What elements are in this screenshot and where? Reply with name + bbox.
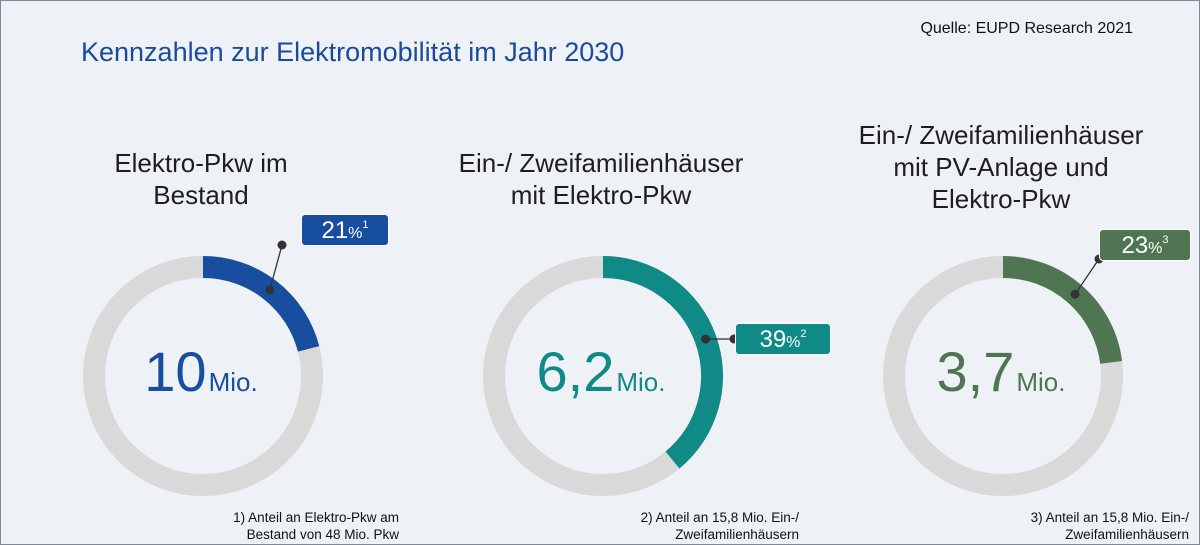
share-badge: 39% 2 <box>735 323 831 355</box>
badge-number: 39 <box>759 326 787 353</box>
page-title: Kennzahlen zur Elektromobilität im Jahr … <box>81 37 625 67</box>
center-number: 3,7 <box>936 340 1015 403</box>
footnote-line: 3) Anteil an 15,8 Mio. Ein-/ <box>1030 510 1189 525</box>
panel-title-line: mit PV-Anlage und <box>893 152 1109 182</box>
footnote: 3) Anteil an 15,8 Mio. Ein-/ Zweifamilie… <box>929 509 1189 543</box>
center-unit: Mio. <box>208 367 258 397</box>
footnote-line: Zweifamilienhäusern <box>1065 527 1189 542</box>
badge-percent-sign: % <box>348 225 363 242</box>
panel-title: Ein-/ Zweifamilienhäuser mit PV-Anlage u… <box>801 119 1199 215</box>
center-value: 10Mio. <box>1 339 401 404</box>
center-value: 3,7Mio. <box>801 339 1199 404</box>
badge-footnote-marker: 1 <box>362 219 369 231</box>
badge-percent-sign: % <box>786 334 801 351</box>
footnote: 2) Anteil an 15,8 Mio. Ein-/ Zweifamilie… <box>539 509 799 543</box>
share-badge: 21% 1 <box>301 214 389 246</box>
panel-title: Elektro-Pkw im Bestand <box>1 147 401 211</box>
badge-footnote-marker: 3 <box>1162 234 1169 246</box>
donut-chart <box>483 256 739 496</box>
donut-chart <box>83 240 323 496</box>
donut-panel-homes-with-ev: Ein-/ Zweifamilienhäuser mit Elektro-Pkw… <box>401 1 831 544</box>
badge-percent-sign: % <box>1148 240 1163 257</box>
footnote: 1) Anteil an Elektro-Pkw am Bestand von … <box>139 509 399 543</box>
panel-title-line: mit Elektro-Pkw <box>510 180 692 210</box>
footnote-line: 2) Anteil an 15,8 Mio. Ein-/ <box>640 510 799 525</box>
leader-dot <box>701 334 711 344</box>
panel-title-line: Elektro-Pkw <box>931 184 1071 214</box>
panel-title-line: Bestand <box>153 180 249 210</box>
badge-number: 23 <box>1121 232 1149 259</box>
donut-panel-homes-with-pv-and-ev: Ein-/ Zweifamilienhäuser mit PV-Anlage u… <box>801 1 1199 544</box>
source-note: Quelle: EUPD Research 2021 <box>920 20 1133 37</box>
leader-dot <box>277 240 287 250</box>
panel-title: Ein-/ Zweifamilienhäuser mit Elektro-Pkw <box>401 147 801 211</box>
center-value: 6,2Mio. <box>401 339 801 404</box>
badge-footnote-marker: 2 <box>800 328 807 340</box>
panel-title-line: Elektro-Pkw im <box>114 148 288 178</box>
center-number: 10 <box>144 340 207 403</box>
footnote-line: Zweifamilienhäusern <box>675 527 799 542</box>
footnote-line: 1) Anteil an Elektro-Pkw am <box>233 510 399 525</box>
panel-title-line: Ein-/ Zweifamilienhäuser <box>858 120 1144 150</box>
leader-line <box>1074 258 1100 295</box>
leader-dot <box>265 285 275 295</box>
badge-number: 21 <box>321 217 349 244</box>
leader-line <box>269 244 283 291</box>
leader-dot <box>1070 289 1080 299</box>
donut-chart <box>883 254 1123 496</box>
panel-title-line: Ein-/ Zweifamilienhäuser <box>458 148 744 178</box>
share-badge: 23% 3 <box>1099 229 1191 261</box>
center-unit: Mio. <box>616 367 666 397</box>
donut-panel-electric-cars: Elektro-Pkw im Bestand 10Mio. 21% 1 1) An… <box>1 1 401 544</box>
center-number: 6,2 <box>536 340 615 403</box>
center-unit: Mio. <box>1016 367 1066 397</box>
footnote-line: Bestand von 48 Mio. Pkw <box>246 527 399 542</box>
